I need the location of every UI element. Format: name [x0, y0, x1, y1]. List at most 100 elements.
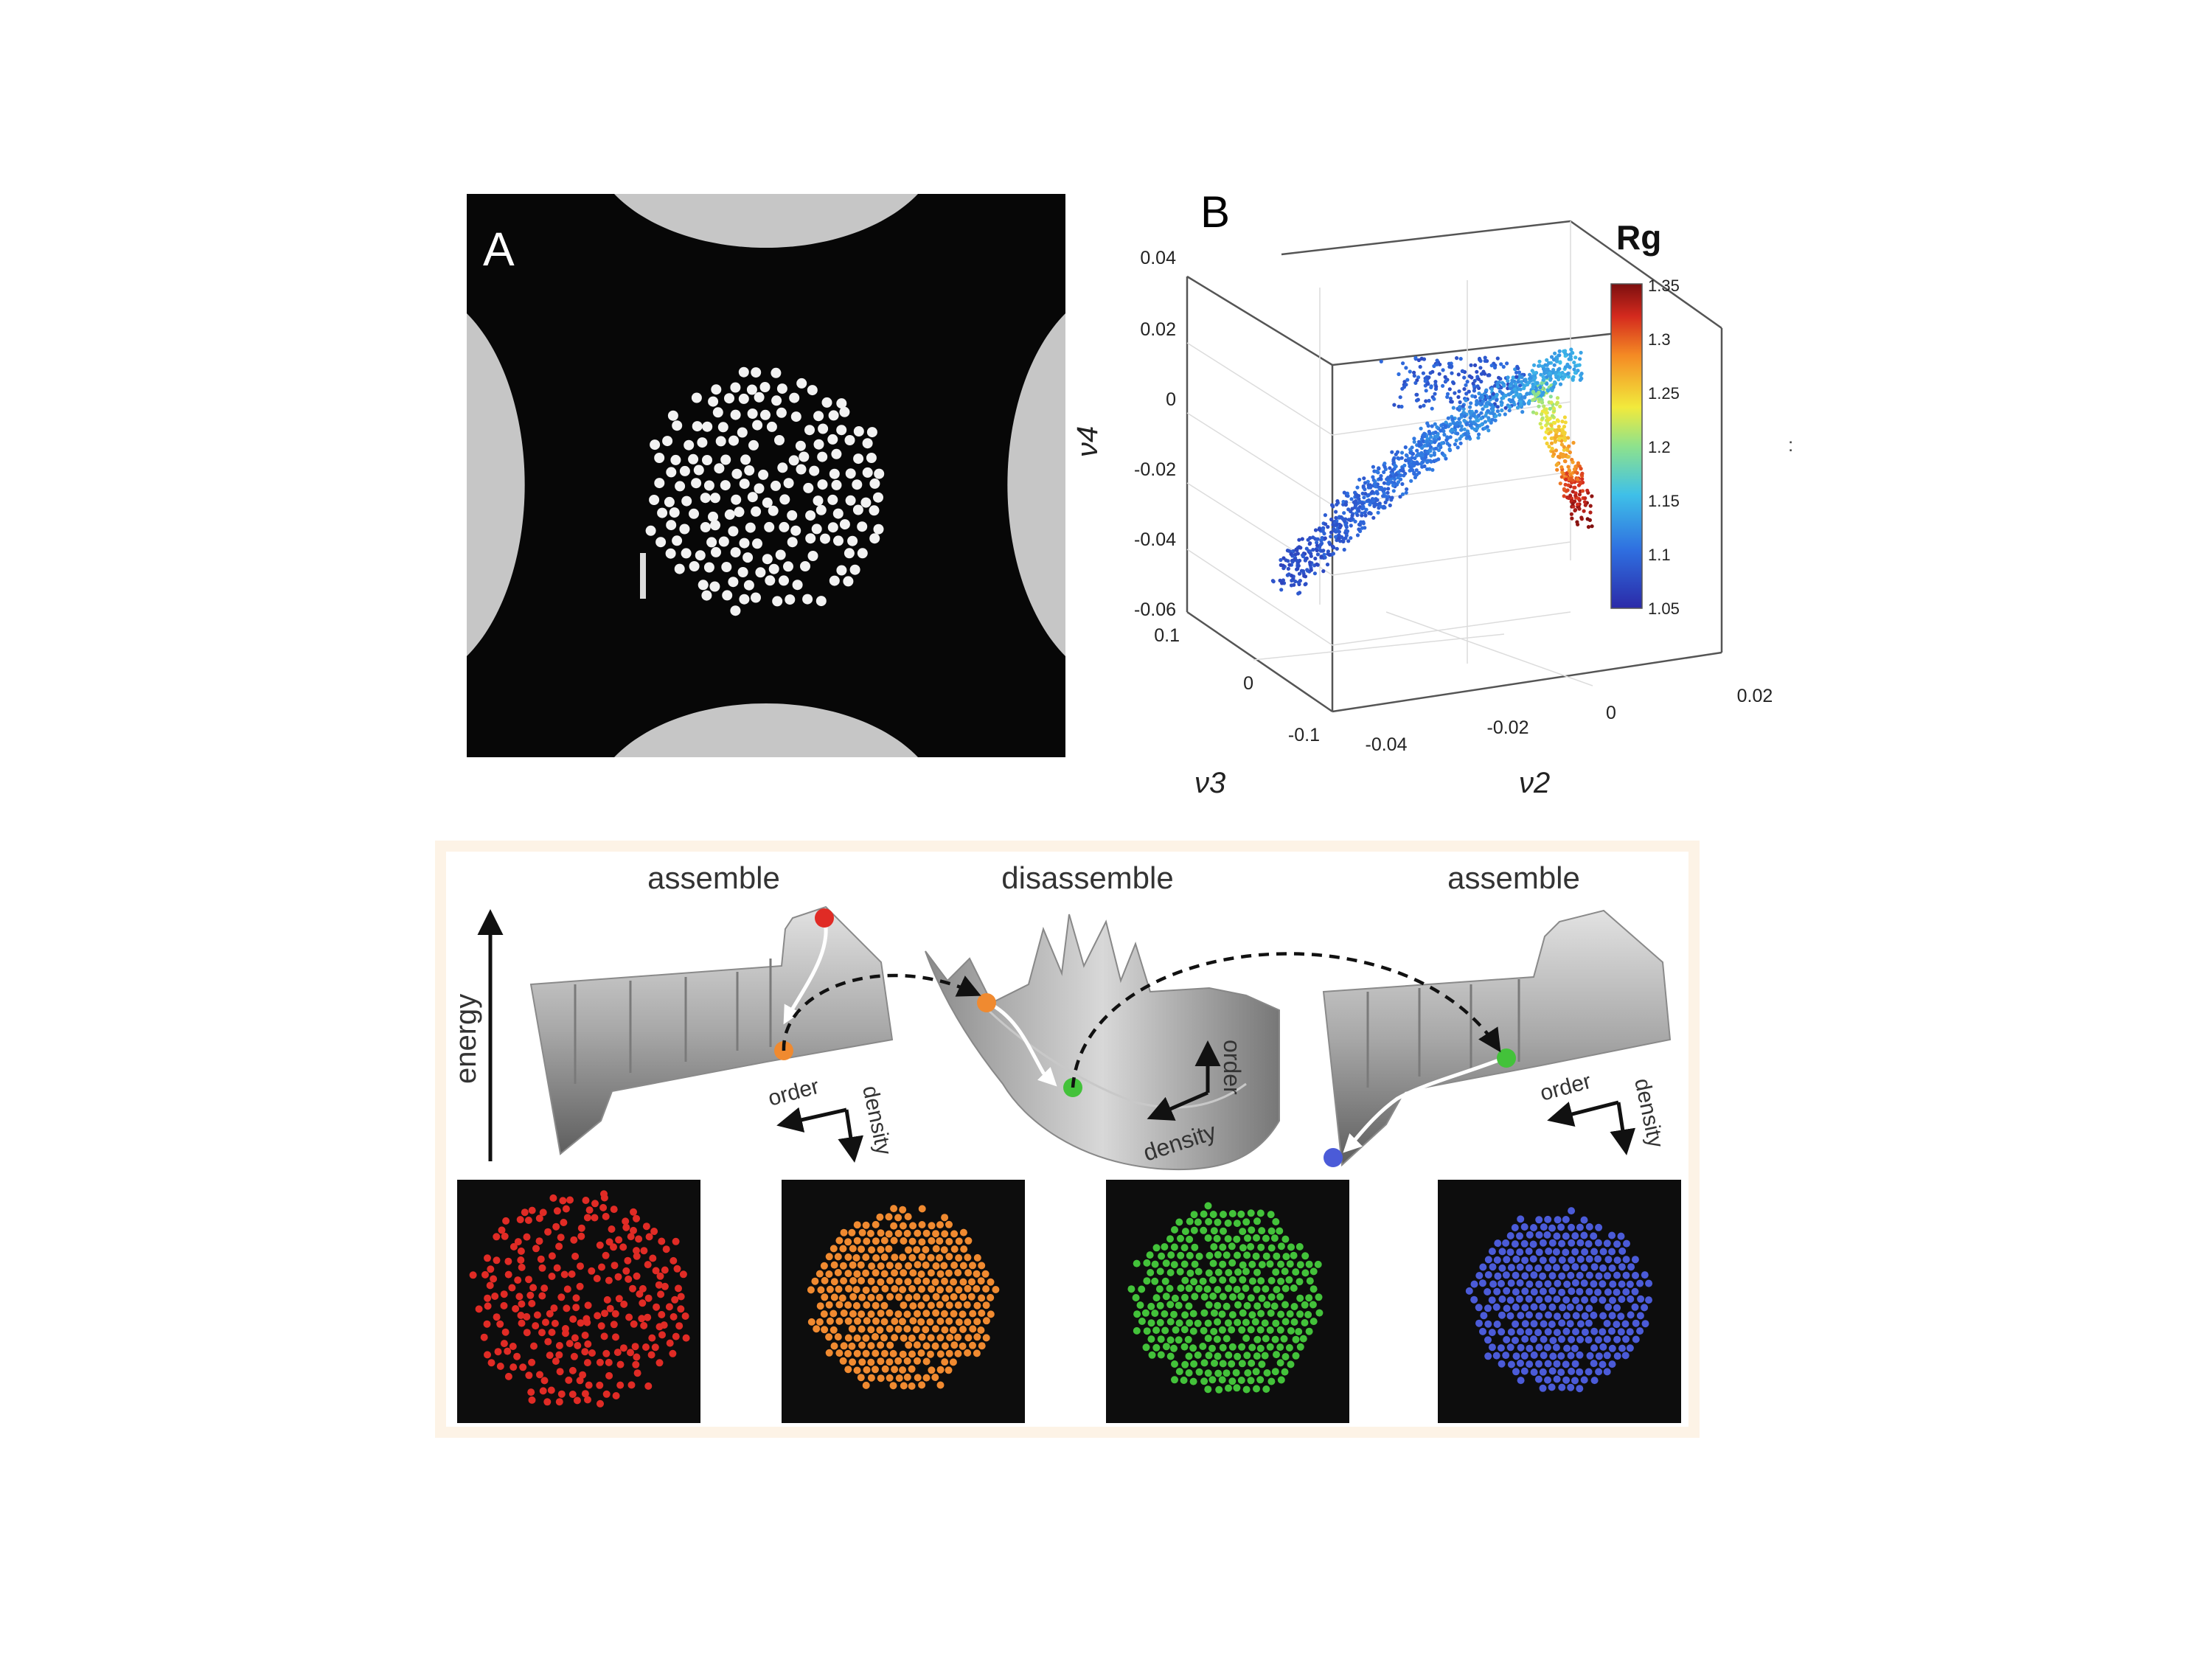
particle: [1237, 1377, 1245, 1384]
particle: [1479, 1327, 1486, 1335]
particle: [642, 1222, 650, 1231]
scatter-point: [1545, 375, 1549, 379]
scatter-point: [1544, 430, 1548, 434]
particle: [1180, 1260, 1189, 1268]
particle: [982, 1301, 990, 1310]
particle: [852, 1286, 860, 1293]
particle: [597, 1322, 605, 1330]
particle: [832, 508, 844, 519]
particle: [1530, 1320, 1538, 1328]
particle: [1507, 1360, 1515, 1368]
particle: [1156, 1267, 1164, 1276]
particle: [1484, 1256, 1492, 1264]
particle: [742, 552, 754, 563]
scatter-point: [1458, 441, 1463, 445]
particle: [922, 1357, 931, 1366]
scatter-point: [1423, 379, 1427, 383]
scatter-point: [1295, 559, 1299, 563]
particle: [1517, 1343, 1525, 1352]
scatter-point: [1403, 445, 1408, 450]
scatter-point: [1357, 477, 1362, 482]
particle: [945, 1301, 953, 1310]
scatter-point: [1430, 440, 1434, 445]
particle: [613, 1349, 622, 1357]
scatter-point: [1433, 440, 1437, 445]
particle: [936, 1286, 944, 1294]
scatter-point: [1503, 412, 1507, 417]
scatter-point: [1531, 385, 1535, 389]
particle: [1253, 1268, 1261, 1276]
scatter-point: [1573, 465, 1578, 469]
particle: [598, 1263, 605, 1271]
particle: [1608, 1248, 1616, 1256]
particle: [1273, 1252, 1281, 1260]
scatter-point: [1297, 538, 1301, 542]
particle: [638, 1315, 646, 1323]
particle: [1545, 1248, 1553, 1255]
particle: [1608, 1327, 1615, 1335]
particle: [1507, 1328, 1515, 1336]
particle: [627, 1381, 636, 1389]
scatter-point: [1430, 406, 1434, 411]
scatter-point: [1444, 438, 1449, 442]
particle: [509, 1363, 518, 1371]
particle: [760, 409, 771, 420]
scatter-point: [1576, 369, 1580, 373]
particle: [1576, 1385, 1584, 1393]
particle: [1540, 1335, 1548, 1343]
particle: [844, 1334, 852, 1342]
particle: [1177, 1251, 1185, 1259]
particle: [1595, 1272, 1603, 1280]
particle: [560, 1219, 568, 1226]
particle: [1548, 1367, 1557, 1375]
particle: [903, 1357, 911, 1365]
scatter-point: [1353, 519, 1357, 524]
particle: [1161, 1277, 1169, 1285]
scatter-point: [1441, 383, 1445, 389]
scatter-point: [1371, 515, 1376, 520]
particle: [1253, 1285, 1261, 1293]
scatter-point: [1346, 539, 1351, 543]
particle: [1290, 1318, 1298, 1326]
scatter-point: [1562, 435, 1567, 439]
particle: [493, 1313, 501, 1321]
particle: [649, 495, 660, 505]
particle: [636, 1290, 644, 1298]
scatter-point: [1386, 487, 1391, 491]
scatter-point: [1331, 552, 1335, 556]
particle: [498, 1226, 506, 1234]
scatter-point: [1355, 513, 1360, 518]
particle: [1580, 1279, 1588, 1287]
particle: [1152, 1244, 1161, 1252]
particle: [1213, 1335, 1221, 1343]
scatter-point: [1303, 582, 1307, 587]
particle: [1301, 1269, 1310, 1277]
particle: [1171, 1294, 1179, 1302]
particle: [1248, 1359, 1256, 1367]
particle: [667, 410, 678, 421]
plot-box: [1186, 220, 1723, 713]
scatter-point: [1572, 367, 1576, 372]
scatter-point: [1410, 445, 1414, 450]
particle: [796, 464, 807, 475]
particle: [1590, 1344, 1598, 1352]
scatter-point: [1495, 409, 1500, 414]
particle: [1189, 1327, 1197, 1335]
scatter-point: [1297, 571, 1302, 576]
particle: [533, 1311, 541, 1319]
particle: [1141, 1309, 1150, 1317]
particle: [509, 1343, 517, 1350]
particle: [1314, 1260, 1322, 1268]
particle: [1315, 1293, 1323, 1301]
particle: [777, 462, 788, 473]
scatter-point: [1382, 487, 1387, 492]
particle: [964, 1318, 972, 1326]
particle: [889, 1382, 897, 1390]
particle: [728, 526, 739, 537]
particle: [1563, 1344, 1571, 1352]
particle: [1200, 1226, 1208, 1234]
particle: [928, 1285, 936, 1293]
particle: [894, 1214, 902, 1222]
particle: [900, 1382, 908, 1390]
particle: [885, 1230, 893, 1238]
